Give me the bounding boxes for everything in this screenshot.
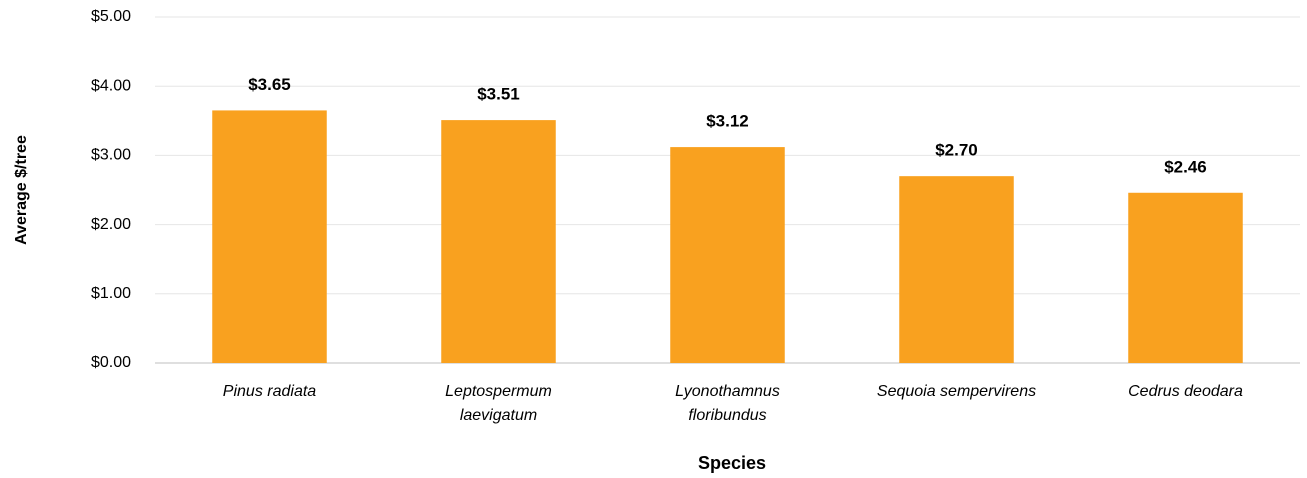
x-tick-label: Sequoia sempervirens bbox=[876, 383, 1037, 400]
y-tick-label: $0.00 bbox=[91, 354, 131, 371]
y-tick-label: $5.00 bbox=[91, 8, 131, 25]
x-tick-label: Lyonothamnus floribundus bbox=[675, 383, 780, 424]
bar bbox=[441, 120, 556, 363]
bar bbox=[899, 176, 1014, 363]
data-label: $3.12 bbox=[706, 112, 749, 131]
x-axis-title: Species bbox=[698, 453, 766, 473]
bar bbox=[670, 147, 785, 363]
data-label: $3.51 bbox=[477, 85, 520, 104]
x-tick-label: Leptospermum laevigatum bbox=[445, 383, 552, 424]
x-tick-label: Cedrus deodara bbox=[1128, 383, 1243, 400]
x-tick-label: Pinus radiata bbox=[222, 383, 317, 400]
y-tick-label: $4.00 bbox=[91, 77, 131, 94]
data-label: $2.46 bbox=[1164, 157, 1207, 176]
bar bbox=[212, 110, 327, 363]
data-label: $3.65 bbox=[248, 75, 291, 94]
y-tick-label: $2.00 bbox=[91, 216, 131, 233]
y-tick-label: $3.00 bbox=[91, 147, 131, 164]
y-tick-label: $1.00 bbox=[91, 285, 131, 302]
bar bbox=[1128, 192, 1243, 363]
data-label: $2.70 bbox=[935, 141, 978, 160]
y-axis-title: Average $/tree bbox=[13, 135, 30, 245]
